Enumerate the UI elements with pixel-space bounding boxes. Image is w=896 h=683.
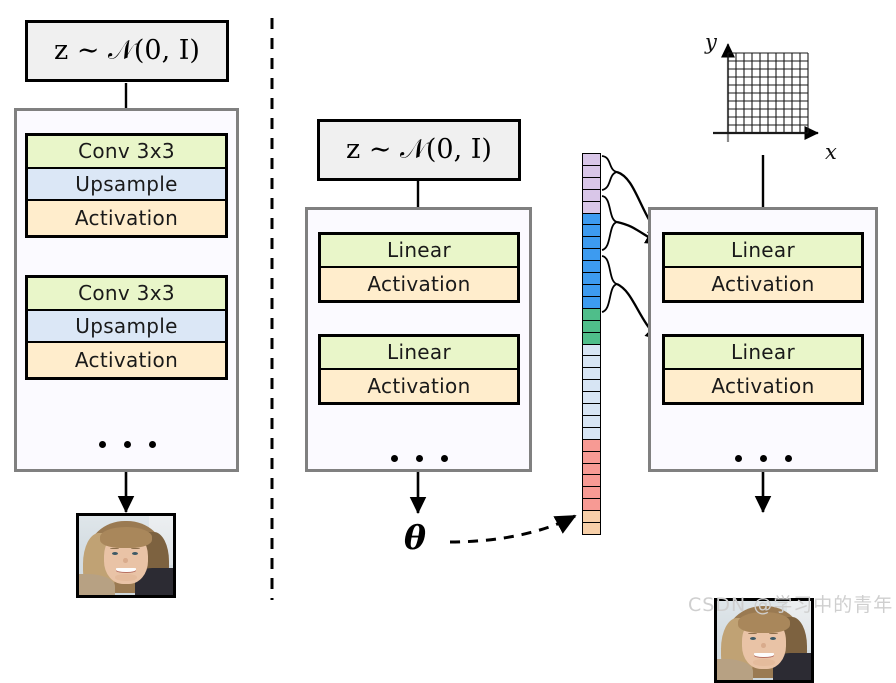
vector-cell-blue	[583, 261, 600, 274]
vector-cell-salmon	[583, 439, 600, 452]
layer-activation-2: Activation	[28, 343, 225, 377]
layer-upsample-1: Upsample	[28, 168, 225, 202]
implicit-block-2: Linear Activation	[662, 334, 864, 405]
vector-cell-lightblue	[583, 415, 600, 428]
figure-canvas: z ∼ 𝒩(0, I) Conv 3x3 Upsample Activation…	[14, 18, 894, 683]
vector-cell-lightblue	[583, 344, 600, 357]
dot	[390, 454, 398, 462]
output-image-left	[76, 513, 176, 598]
vector-cell-green	[583, 332, 600, 345]
layer-activation-2: Activation	[321, 369, 517, 402]
watermark: CSDN @学习中的青年	[688, 594, 894, 616]
layer-activation-1: Activation	[665, 267, 861, 300]
dot	[123, 440, 131, 448]
vector-cell-lightblue	[583, 427, 600, 440]
vector-cell-salmon	[583, 499, 600, 512]
layer-activation-1: Activation	[321, 267, 517, 300]
vector-cell-blue	[583, 284, 600, 297]
vector-cell-blue	[583, 237, 600, 250]
vector-cell-salmon	[583, 487, 600, 500]
ellipsis-middle	[380, 450, 458, 466]
y-axis-label: y	[705, 30, 717, 54]
vector-cell-lightblue	[583, 368, 600, 381]
vector-cell-lightblue	[583, 404, 600, 416]
layer-activation-1: Activation	[28, 201, 225, 235]
dot	[784, 454, 792, 462]
coordinate-plot	[713, 43, 819, 142]
mlp-block-2: Linear Activation	[318, 334, 520, 405]
dot	[759, 454, 767, 462]
theta-symbol: θ	[404, 518, 427, 557]
vector-cell-lightblue	[583, 392, 600, 405]
layer-linear-2: Linear	[321, 337, 517, 370]
brace-group-2	[601, 195, 618, 251]
vector-cell-purple	[583, 177, 600, 190]
vector-cell-peach	[583, 523, 600, 534]
layer-linear-2: Linear	[665, 337, 861, 370]
vector-cell-salmon	[583, 463, 600, 476]
vector-cell-blue	[583, 273, 600, 285]
vector-cell-green	[583, 308, 600, 321]
vector-cell-blue	[583, 249, 600, 262]
vector-cell-green	[583, 320, 600, 333]
layer-conv3x3-2: Conv 3x3	[28, 278, 225, 311]
vector-cell-blue	[583, 213, 600, 226]
layer-upsample-2: Upsample	[28, 310, 225, 344]
dot	[415, 454, 423, 462]
ellipsis-right	[724, 450, 802, 466]
layer-linear-1: Linear	[665, 235, 861, 268]
conv-block-1: Conv 3x3 Upsample Activation	[25, 133, 228, 238]
brace-group-1	[601, 155, 618, 191]
vector-cell-purple	[583, 154, 600, 166]
mlp-block-1: Linear Activation	[318, 232, 520, 303]
vector-cell-lightblue	[583, 356, 600, 369]
dashed-arrow-theta-to-vector	[449, 514, 577, 544]
vector-cell-salmon	[583, 475, 600, 488]
vector-cell-purple	[583, 189, 600, 202]
dot	[148, 440, 156, 448]
dot	[98, 440, 106, 448]
vector-cell-blue	[583, 296, 600, 309]
vector-cell-purple	[583, 201, 600, 214]
latent-box-left: z ∼ 𝒩(0, I)	[25, 20, 229, 82]
ellipsis-left	[88, 436, 166, 452]
layer-activation-2: Activation	[665, 369, 861, 402]
latent-label-left: z ∼ 𝒩(0, I)	[54, 35, 200, 66]
vector-cell-lightblue	[583, 380, 600, 393]
dot	[734, 454, 742, 462]
vector-cell-blue	[583, 225, 600, 238]
dot	[440, 454, 448, 462]
layer-conv3x3-1: Conv 3x3	[28, 136, 225, 169]
parameter-vector	[582, 153, 601, 535]
grid-lines	[727, 52, 809, 134]
vector-cell-purple	[583, 165, 600, 178]
vector-cell-salmon	[583, 451, 600, 464]
brace-group-3	[601, 255, 618, 313]
implicit-block-1: Linear Activation	[662, 232, 864, 303]
vector-cell-peach	[583, 511, 600, 524]
layer-linear-1: Linear	[321, 235, 517, 268]
latent-box-middle: z ∼ 𝒩(0, I)	[317, 119, 521, 181]
latent-label-middle: z ∼ 𝒩(0, I)	[346, 134, 492, 165]
x-axis-label: x	[825, 140, 837, 164]
conv-block-2: Conv 3x3 Upsample Activation	[25, 275, 228, 380]
